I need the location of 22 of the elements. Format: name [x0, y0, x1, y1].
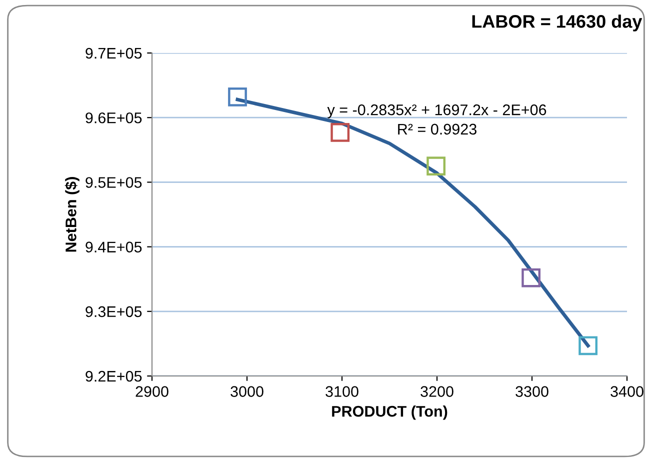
y-tick-label: 9.6E+05: [86, 112, 142, 124]
x-tick-label: 3100: [326, 386, 358, 397]
y-tick-label: 9.3E+05: [86, 306, 142, 318]
point: [522, 268, 540, 288]
x-tick-label: 3300: [516, 386, 548, 397]
y-axis-title: NetBen ($): [64, 177, 80, 252]
point: [228, 87, 247, 106]
y-tick-label: 9.4E+05: [86, 242, 142, 252]
x-tick-label: 2900: [136, 386, 168, 397]
x-axis-title: PRODUCT (Ton): [332, 406, 448, 420]
y-tick-label: 9.2E+05: [86, 370, 142, 382]
x-tick-label: 3400: [610, 386, 644, 397]
annotation: R² = 0.9923: [398, 124, 476, 135]
y-tick-label: 9.7E+05: [86, 48, 142, 59]
x-tick-label: 3000: [230, 386, 264, 397]
point: [330, 123, 350, 142]
point: [578, 336, 598, 356]
y-tick-label: 9.5E+05: [86, 177, 142, 188]
chart-title: LABOR = 14630 day: [472, 14, 642, 32]
point: [426, 156, 446, 176]
x-tick-label: 3200: [420, 386, 454, 397]
annotation: y = -0.2835x² + 1697.2x - 2E+06: [327, 104, 546, 118]
